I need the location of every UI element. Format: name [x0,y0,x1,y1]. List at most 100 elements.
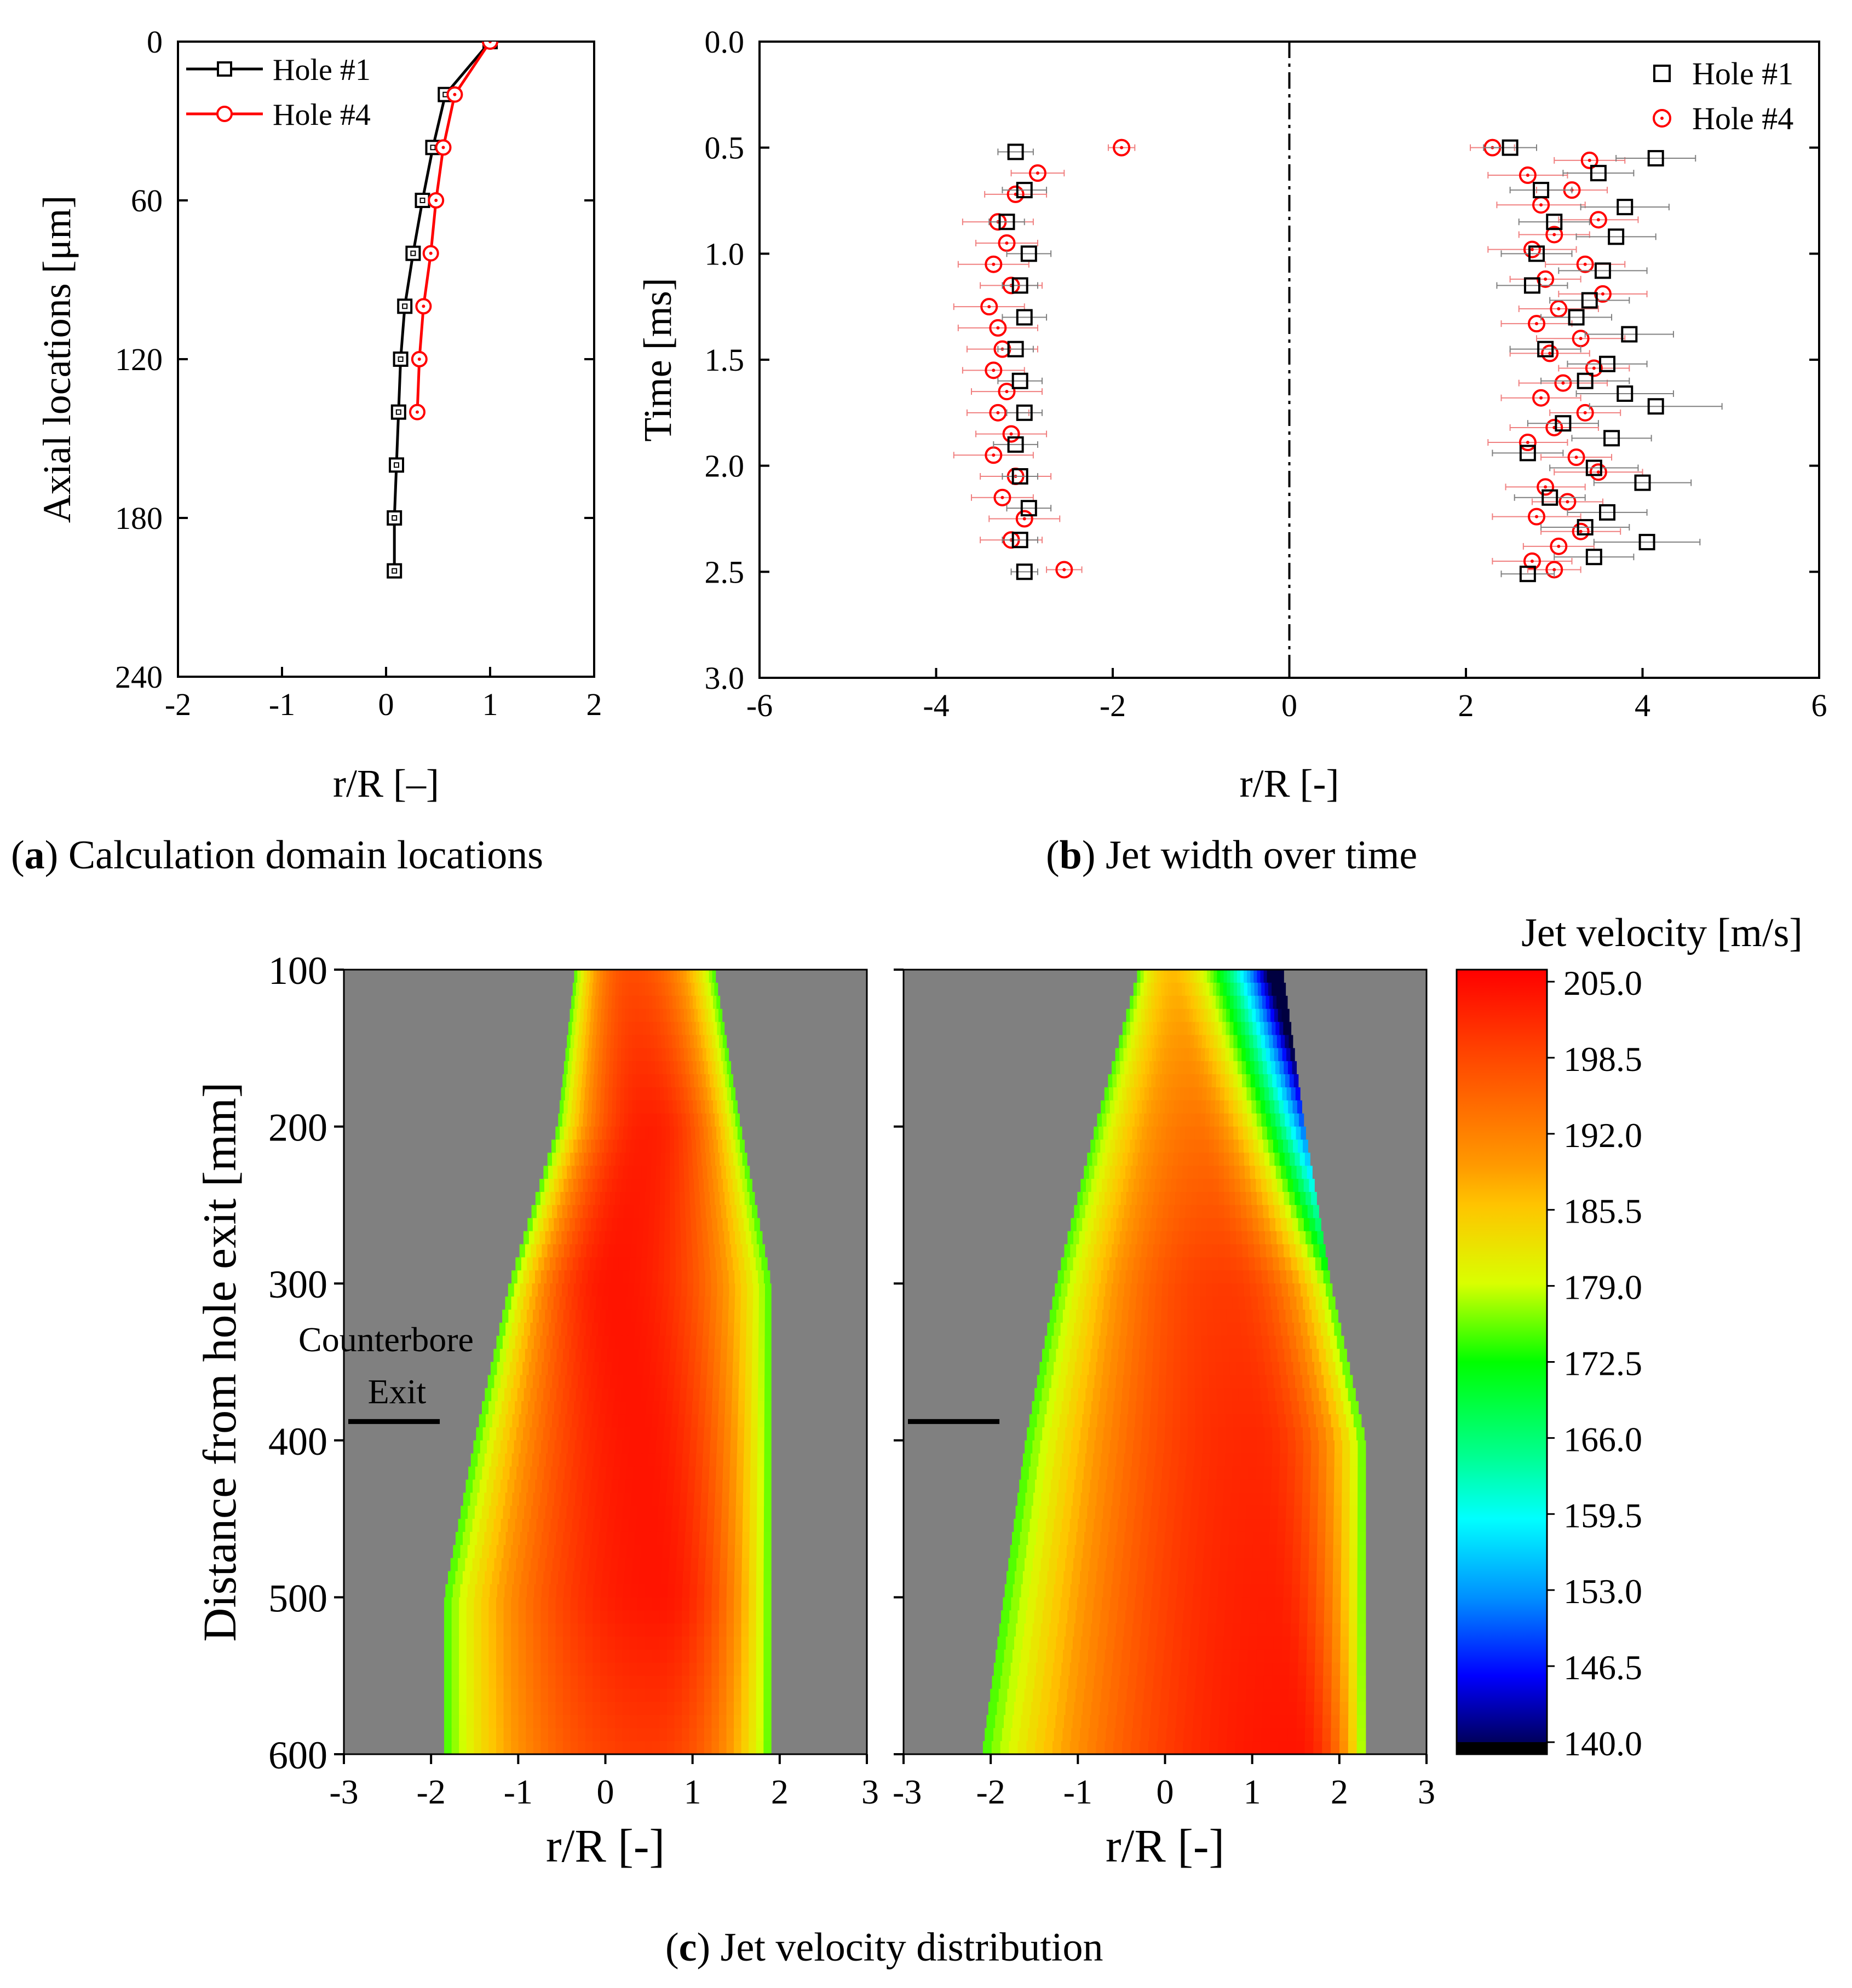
panel-c-contour-cell [585,1623,594,1637]
panel-c-contour-cell [689,1610,698,1624]
panel-c-contour-cell [1294,1283,1301,1297]
panel-c-contour-cell [602,1126,607,1140]
panel-c-contour-cell [621,1388,629,1402]
panel-c-contour-cell [644,1506,652,1519]
panel-c-contour-cell [1112,1061,1117,1075]
panel-c-contour-cell [1074,1479,1083,1494]
panel-c-contour-cell [1039,1362,1048,1376]
panel-c-contour-cell [1339,1349,1347,1363]
panel-c-contour-cell [640,1558,648,1572]
panel-c-contour-cell [1118,1087,1123,1101]
panel-c-contour-cell [694,1362,701,1376]
panel-c-contour-cell [1120,1113,1126,1127]
panel-c-contour-cell [526,1689,534,1703]
panel-c-contour-cell [1200,1009,1205,1023]
panel-c-contour-cell [1201,1205,1208,1219]
panel-c-contour-cell [1195,1388,1203,1402]
panel-c-contour-cell [1275,1166,1282,1179]
panel-c-contour-cell [699,1192,705,1206]
panel-a-point-dot [488,42,492,43]
panel-c-contour-cell [752,1322,760,1336]
panel-c-contour-cell [1096,1231,1103,1245]
panel-c-contour-cell [1181,1113,1187,1127]
panel-c-contour-cell [698,1414,705,1428]
panel-c-contour-cell [1275,1335,1283,1350]
panel-c-contour-cell [691,1322,698,1336]
panel-c-contour-cell [628,1035,633,1049]
panel-c-contour-cell [596,1218,602,1232]
panel-c-contour-cell [613,1349,620,1363]
panel-c-contour-cell [1137,1153,1143,1167]
panel-c-contour-cell [537,1466,545,1480]
panel-c-contour-cell [1289,1244,1296,1258]
panel-c-contour-cell [1287,1322,1295,1336]
panel-c-contour-cell [654,1309,662,1323]
panel-c-contour-cell [722,1493,730,1507]
panel-c-contour-cell [727,1061,732,1075]
panel-c-contour-cell [1237,1048,1243,1062]
panel-c-contour-cell [550,1388,557,1402]
panel-c-contour-cell [1284,995,1288,1010]
panel-c-contour-cell [685,1192,691,1206]
panel-c-contour-cell [518,1702,527,1716]
panel-c-contour-cell [583,1113,588,1127]
panel-c-contour-cell [1154,1309,1162,1323]
panel-c-contour-cell [1143,1283,1150,1297]
panel-c-contour-cell [542,1531,549,1546]
panel-c-contour-cell [720,1349,728,1363]
panel-c-contour-cell [608,1296,614,1310]
panel-c-contour-cell [1295,1375,1303,1389]
panel-c-contour-cell [634,1335,641,1350]
panel-c-contour-cell [1136,1401,1144,1415]
panel-c-contour-cell [590,1335,597,1350]
panel-c-contour-cell [713,1375,720,1389]
panel-c-contour-cell [1280,1322,1288,1336]
panel-c-contour-cell [641,970,646,983]
panel-c-contour-cell [540,1623,549,1637]
panel-c-contour-cell [1137,1192,1143,1206]
panel-c-contour-cell [698,1545,706,1559]
panel-c-contour-cell [570,1074,575,1088]
panel-a-point-inner [392,568,398,574]
panel-c-contour-cell [715,1113,720,1127]
panel-c-contour-cell [737,1427,745,1441]
panel-c-contour-cell [1160,1322,1168,1336]
panel-c-contour-cell [699,995,704,1010]
panel-c-contour-cell [578,1597,586,1611]
panel-c-contour-cell [1135,1244,1142,1258]
panel-c-contour-cell [1258,1218,1265,1232]
panel-c-contour-cell [1151,1388,1159,1402]
panel-c-contour-cell [1197,1048,1201,1062]
panel-c-contour-cell [570,1244,576,1258]
panel-c-contour-cell [549,1584,557,1598]
panel-c-contour-cell [562,1479,571,1494]
panel-c-contour-cell [1073,1493,1082,1507]
panel-c-contour-cell [599,1466,607,1480]
panel-c-contour-cell [686,1074,691,1088]
panel-c-contour-cell [550,1231,557,1245]
panel-a-point-inner [410,250,416,256]
panel-c-contour-cell [594,1270,600,1284]
panel-c-contour-cell [705,1139,710,1154]
panel-c-contour-cell [625,1479,633,1494]
panel-c-contour-cell [633,1283,640,1297]
panel-c-contour-cell [1234,1322,1241,1336]
panel-c-contour-cell [1128,1401,1136,1415]
panel-c-contour-cell [607,1257,613,1271]
panel-c-contour-cell [594,1061,599,1075]
panel-c-contour-cell [518,1689,527,1703]
panel-c-contour-cell [671,1022,675,1036]
panel-c-contour-cell [758,1296,766,1310]
panel-c-contour-cell [756,1610,764,1624]
panel-c-contour-cell [741,1702,750,1716]
panel-c-contour-cell [675,1244,682,1258]
panel-c-contour-cell [1320,1322,1328,1336]
panel-c-contour-cell [1244,1153,1250,1167]
panel-b-point-dot [1539,396,1543,400]
panel-c-contour-cell [1216,1388,1225,1402]
panel-c-contour-cell [1231,1388,1239,1402]
panel-c-contour-cell [659,1401,666,1415]
panel-c-contour-cell [705,1571,713,1585]
panel-c-contour-cell [532,1545,540,1559]
panel-c-contour-cell [563,1662,571,1676]
